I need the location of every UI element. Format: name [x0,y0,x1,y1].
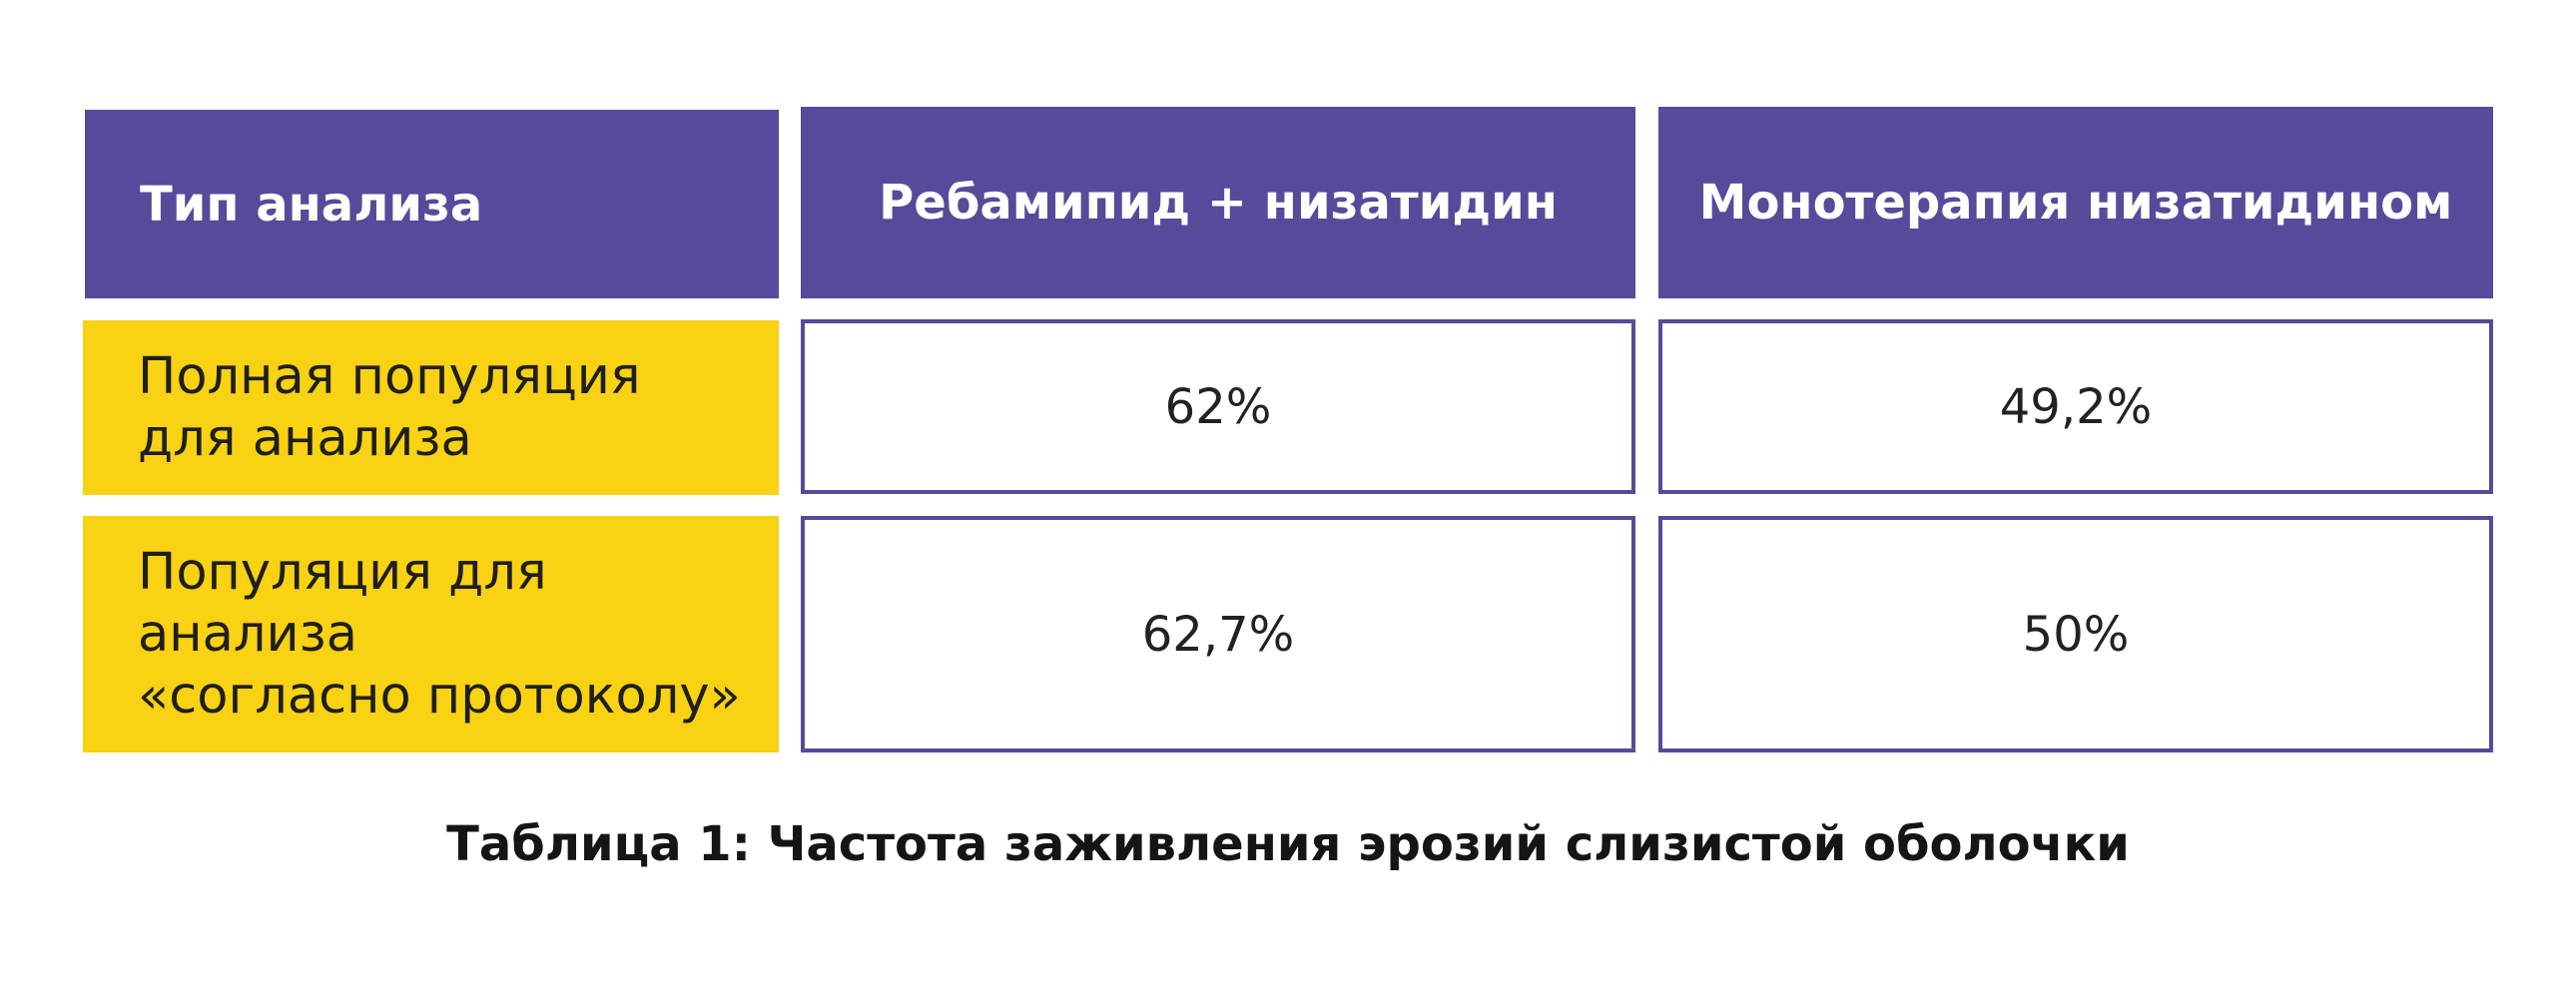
row-label-per-protocol: Популяция для анализа «согласно протокол… [83,516,779,752]
table-cell-full-population-mono: 49,2% [1658,319,2493,494]
value-text: 49,2% [1999,378,2153,435]
row-label-full-population-text: Полная популяция для анализа [138,346,641,468]
header-analysis-type: Тип анализа [85,110,779,298]
header-analysis-type-label: Тип анализа [140,176,483,233]
row-label-per-protocol-text: Популяция для анализа «согласно протокол… [138,542,741,726]
value-text: 62% [1164,378,1272,435]
value-text: 62,7% [1141,606,1295,663]
header-nizatidine-monotherapy-label: Монотерапия низатидином [1698,175,2453,231]
table-caption: Таблица 1: Частота заживления эрозий сли… [446,816,2130,872]
table-cell-full-population-combo: 62% [801,319,1635,494]
header-rebamipide-nizatidine: Ребамипид + низатидин [801,107,1635,298]
header-rebamipide-nizatidine-label: Ребамипид + низатидин [879,175,1558,231]
table-cell-per-protocol-combo: 62,7% [801,516,1635,752]
table-cell-per-protocol-mono: 50% [1658,516,2493,752]
row-label-full-population: Полная популяция для анализа [83,320,779,495]
header-nizatidine-monotherapy: Монотерапия низатидином [1658,107,2493,298]
value-text: 50% [2022,606,2130,663]
